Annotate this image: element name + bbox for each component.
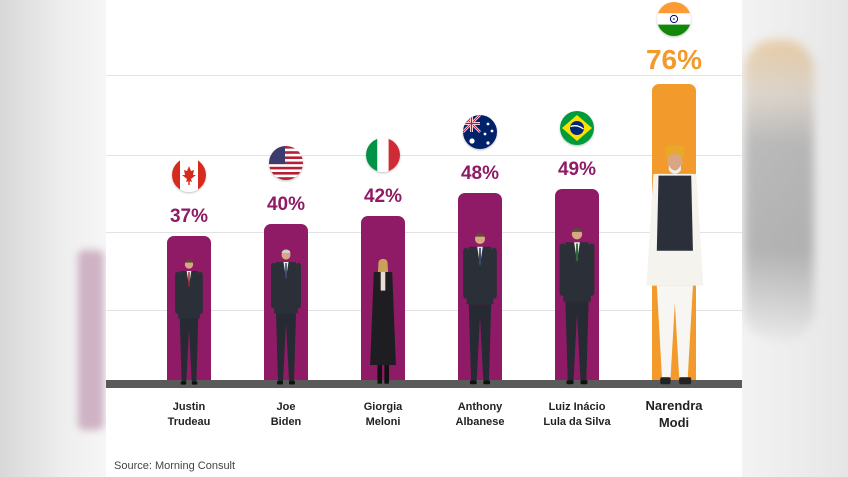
category-label-line: Modi <box>658 415 690 430</box>
category-label-line: Luiz Inácio <box>548 401 606 413</box>
category-label-line: Biden <box>270 416 302 428</box>
category-label-line: Anthony <box>457 401 503 413</box>
category-label-line: Lula da Silva <box>543 416 611 428</box>
category-label-line: Trudeau <box>167 416 211 428</box>
data-label: 49% <box>557 159 597 180</box>
data-label: 48% <box>460 163 500 184</box>
person-photo <box>360 258 406 391</box>
category-label-line: Albanese <box>455 416 505 428</box>
australia-flag-icon <box>463 115 497 149</box>
category-label: Joe Biden <box>231 400 341 430</box>
category-label: Luiz Inácio Lula da Silva <box>522 400 632 430</box>
category-label: Anthony Albanese <box>425 400 535 430</box>
person-photo <box>548 226 606 391</box>
person-photo <box>452 231 508 391</box>
person-photo <box>631 146 717 391</box>
blurred-figure-decoration <box>744 40 814 340</box>
category-label-line: Meloni <box>365 416 401 428</box>
category-label: Narendra Modi <box>619 397 729 431</box>
category-label-line: Giorgia <box>363 401 403 413</box>
category-label: Justin Trudeau <box>134 400 244 430</box>
brazil-flag-icon <box>560 111 594 145</box>
source-note: Source: Morning Consult <box>114 460 236 472</box>
person-photo <box>166 258 212 391</box>
blurred-right-background <box>742 0 848 477</box>
india-flag-icon <box>657 2 691 36</box>
data-label: 42% <box>363 186 403 207</box>
canada-flag-icon <box>172 158 206 192</box>
gridline <box>106 232 742 233</box>
chart-panel: Source: Morning Consult 37% Justin Trudeau… <box>106 0 742 477</box>
category-label-line: Justin <box>172 401 206 413</box>
data-label: 37% <box>169 206 209 227</box>
gridline <box>106 310 742 311</box>
person-photo <box>261 248 311 391</box>
chart-baseline <box>106 380 742 388</box>
blurred-left-background <box>0 0 106 477</box>
gridline <box>106 75 742 76</box>
data-label: 76% <box>645 44 703 75</box>
italy-flag-icon <box>366 138 400 172</box>
blurred-bar-decoration <box>78 250 104 430</box>
data-label: 40% <box>266 194 306 215</box>
category-label-line: Narendra <box>645 398 703 413</box>
category-label-line: Joe <box>276 401 296 413</box>
category-label: Giorgia Meloni <box>328 400 438 430</box>
usa-flag-icon <box>269 146 303 180</box>
gridline <box>106 155 742 156</box>
